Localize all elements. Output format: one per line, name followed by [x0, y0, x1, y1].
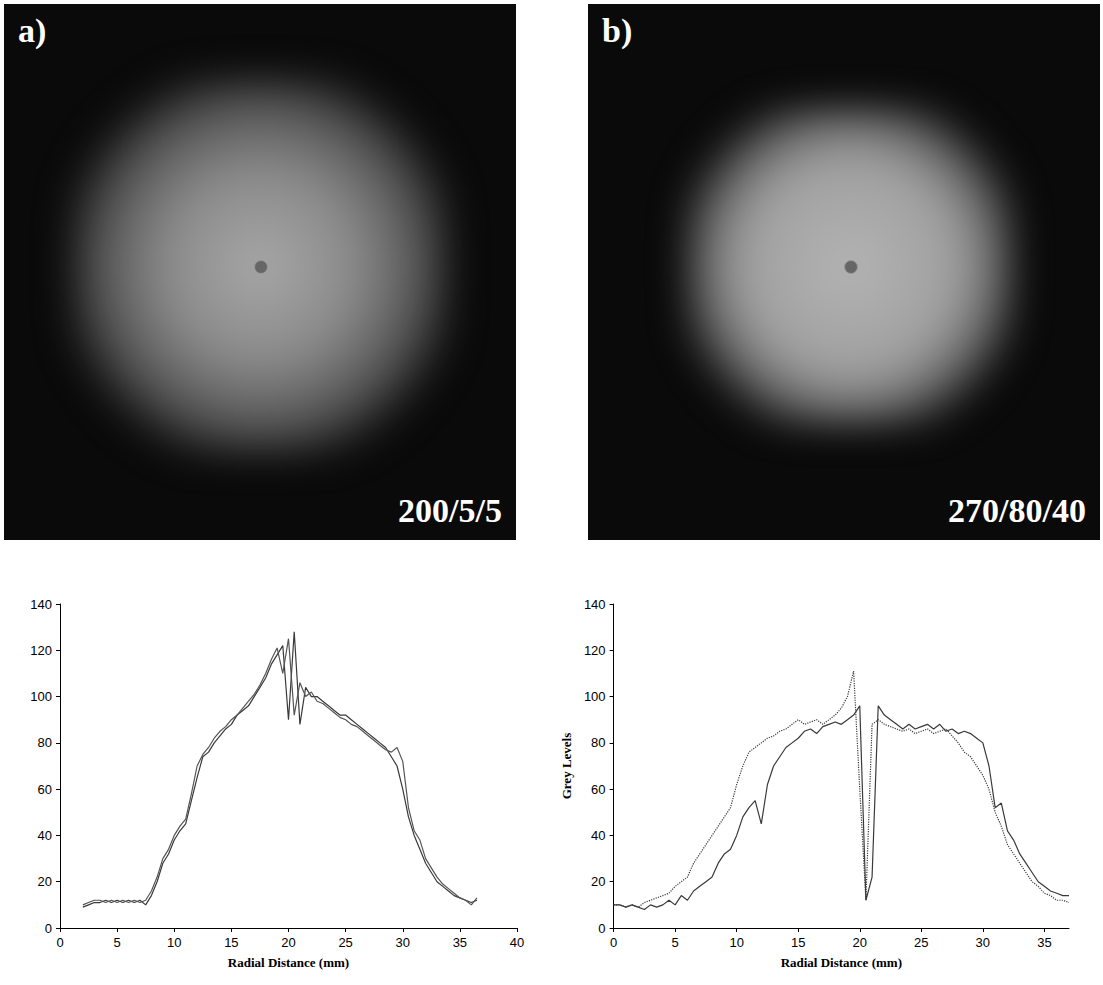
svg-text:25: 25 [338, 935, 352, 950]
html-text:a): a) [18, 12, 47, 49]
svg-text:40: 40 [510, 935, 524, 950]
svg-text:15: 15 [224, 935, 238, 950]
html-text:270/80/40: 270/80/40 [948, 492, 1086, 529]
svg-text:0: 0 [56, 935, 63, 950]
svg-text:10: 10 [167, 935, 181, 950]
svg-text:80: 80 [591, 735, 605, 750]
svg-text:60: 60 [38, 782, 52, 797]
svg-text:Radial Distance (mm): Radial Distance (mm) [781, 955, 902, 970]
svg-text:0: 0 [610, 935, 617, 950]
html-text:200/5/5: 200/5/5 [398, 492, 502, 529]
svg-text:140: 140 [30, 597, 52, 612]
svg-text:10: 10 [729, 935, 743, 950]
svg-text:120: 120 [30, 643, 52, 658]
svg-text:80: 80 [38, 735, 52, 750]
svg-text:120: 120 [584, 643, 606, 658]
svg-text:Radial Distance (mm): Radial Distance (mm) [228, 955, 349, 970]
svg-text:35: 35 [453, 935, 467, 950]
svg-text:20: 20 [853, 935, 867, 950]
svg-text:5: 5 [672, 935, 679, 950]
svg-text:60: 60 [591, 782, 605, 797]
svg-text:20: 20 [38, 874, 52, 889]
svg-text:20: 20 [591, 874, 605, 889]
svg-text:40: 40 [38, 828, 52, 843]
svg-text:0: 0 [45, 921, 52, 936]
svg-text:140: 140 [584, 597, 606, 612]
svg-text:35: 35 [1037, 935, 1051, 950]
svg-text:25: 25 [914, 935, 928, 950]
svg-text:100: 100 [30, 689, 52, 704]
svg-text:40: 40 [591, 828, 605, 843]
svg-text:0: 0 [598, 921, 605, 936]
svg-text:30: 30 [976, 935, 990, 950]
svg-text:15: 15 [791, 935, 805, 950]
svg-text:100: 100 [584, 689, 606, 704]
svg-text:Grey Levels: Grey Levels [559, 733, 574, 800]
html-text:b): b) [602, 12, 633, 49]
svg-text:20: 20 [281, 935, 295, 950]
svg-text:30: 30 [396, 935, 410, 950]
svg-text:5: 5 [114, 935, 121, 950]
